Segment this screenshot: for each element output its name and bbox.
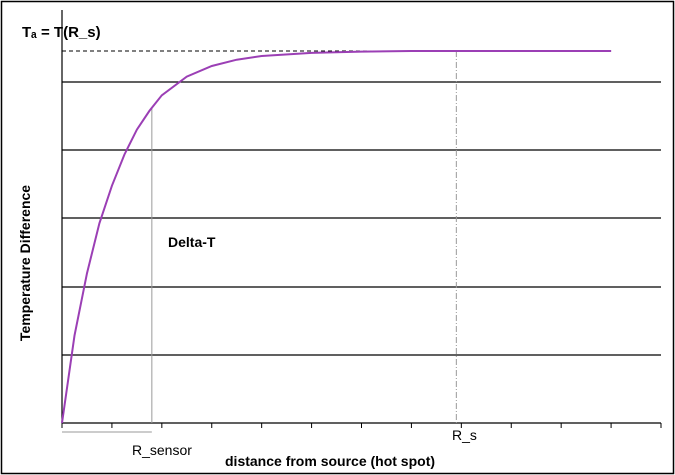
series-line [61,50,612,424]
y-axis-label: Temperature Difference [17,185,33,341]
x-axis-ticks [61,423,662,428]
x-axis-label: distance from source (hot spot) [225,453,435,469]
r-s-label: R_s [452,427,477,443]
gridlines [62,81,661,356]
top-label: Tₐ = T(R_s) [22,24,101,41]
delta-t-annotation: Delta-T [168,234,216,250]
r-sensor-label: R_sensor [132,442,192,458]
